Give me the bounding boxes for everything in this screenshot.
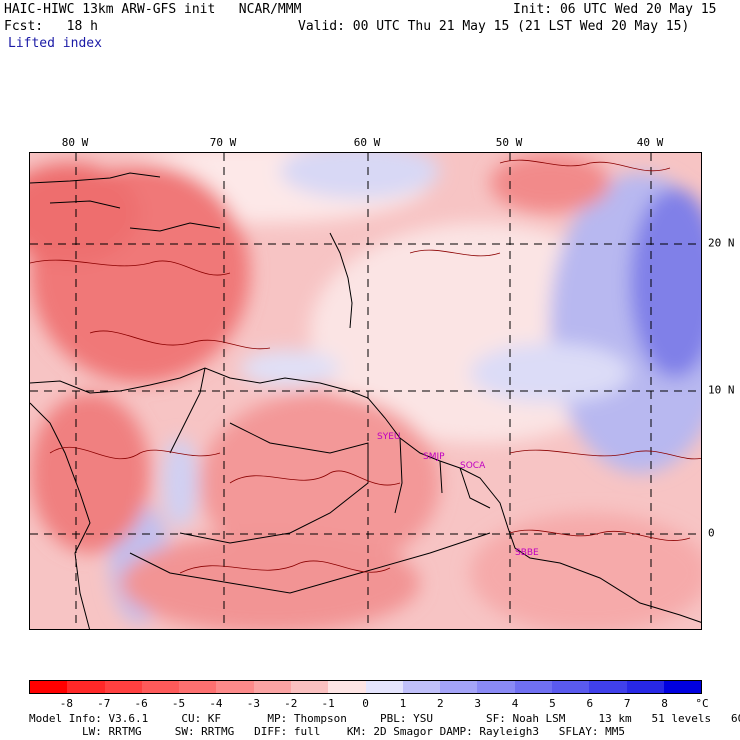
colorbar-tick-label: -4 xyxy=(209,697,223,710)
red-region-south xyxy=(120,533,420,629)
colorbar-swatch xyxy=(589,681,627,693)
red-region-northeast xyxy=(490,153,610,213)
colorbar-swatch xyxy=(551,681,590,693)
colorbar-swatch xyxy=(30,681,68,693)
blue-region-andes-north xyxy=(162,438,198,528)
colorbar-swatch xyxy=(179,681,217,693)
lon-label-60w: 60 W xyxy=(353,136,381,149)
red-region-southeast xyxy=(470,513,701,629)
model-info-line2: LW: RRTMG SW: RRTMG DIFF: full KM: 2D Sm… xyxy=(29,725,626,738)
station-label: SMJP xyxy=(423,452,445,462)
colorbar-tick-label: -6 xyxy=(134,697,148,710)
colorbar-tick-label: 3 xyxy=(474,697,481,710)
lon-label-50w: 50 W xyxy=(495,136,523,149)
contour-7 xyxy=(509,449,701,460)
coastline-south-america xyxy=(30,367,701,623)
colorbar-tick-label: -8 xyxy=(59,697,73,710)
li-contours xyxy=(30,159,701,574)
lon-label-40w: 40 W xyxy=(636,136,664,149)
colorbar-swatch xyxy=(365,681,403,693)
lon-label-70w: 70 W xyxy=(209,136,237,149)
station-label: SYEU xyxy=(377,432,401,442)
lat-label-10n: 10 N xyxy=(708,383,735,397)
colorbar-unit: °C xyxy=(695,697,709,710)
contour-3 xyxy=(49,446,221,460)
contour-9 xyxy=(509,529,691,541)
coastline-greater-antilles xyxy=(30,172,221,232)
blue-region-east-core xyxy=(630,188,701,378)
coastline-pacific xyxy=(30,402,91,629)
colorbar-swatch xyxy=(67,681,105,693)
lat-label-20n: 20 N xyxy=(708,236,735,250)
lifted-index-map xyxy=(29,152,702,630)
map-canvas xyxy=(30,153,701,629)
colorbar-swatch xyxy=(514,681,552,693)
init-time: Init: 06 UTC Wed 20 May 15 xyxy=(513,2,717,17)
border-guianas xyxy=(394,437,491,514)
colorbar-tick-label: 5 xyxy=(549,697,556,710)
border-interior-1 xyxy=(179,422,369,544)
contour-2 xyxy=(89,330,271,350)
colorbar xyxy=(29,680,702,694)
model-title: HAIC-HIWC 13km ARW-GFS init NCAR/MMM xyxy=(4,2,302,17)
blue-region-caribbean xyxy=(240,350,340,386)
border-andes xyxy=(169,367,206,454)
colorbar-tick-label: -1 xyxy=(321,697,335,710)
contour-1 xyxy=(30,259,231,276)
shading-layer xyxy=(30,153,701,629)
colorbar-tick-label: -3 xyxy=(246,697,260,710)
red-region-colombia-west xyxy=(30,393,150,553)
colorbar-swatch xyxy=(440,681,478,693)
forecast-hour: Fcst: 18 h xyxy=(4,19,98,34)
colorbar-tick-label: 4 xyxy=(511,697,519,710)
colorbar-tick-label: 1 xyxy=(399,697,407,710)
coastlines xyxy=(30,172,701,629)
lat-label-0: 0 xyxy=(708,526,715,540)
colorbar-swatch xyxy=(290,681,329,693)
station-label: SOCA xyxy=(460,461,486,471)
border-interior-2 xyxy=(129,532,491,594)
colorbar-tick-label: 0 xyxy=(362,697,369,710)
colorbar-swatch xyxy=(402,681,441,693)
colorbar-tick-label: -5 xyxy=(171,697,186,710)
contour-6 xyxy=(499,159,671,172)
colorbar-tick-label: -7 xyxy=(97,697,111,710)
lon-label-80w: 80 W xyxy=(61,136,89,149)
colorbar-swatch xyxy=(141,681,180,693)
colorbar-tick-label: 8 xyxy=(661,697,668,710)
colorbar-swatch xyxy=(253,681,291,693)
colorbar-tick-label: 6 xyxy=(586,697,594,710)
valid-time: Valid: 00 UTC Thu 21 May 15 (21 LST Wed … xyxy=(298,19,690,34)
field-name: Lifted index xyxy=(8,36,102,51)
colorbar-swatch xyxy=(328,681,366,693)
blue-region-central xyxy=(470,343,630,403)
colorbar-swatch xyxy=(663,681,702,693)
red-region-northwest xyxy=(30,163,140,263)
colorbar-tick-label: 2 xyxy=(436,697,444,710)
contour-5 xyxy=(179,560,391,574)
colorbar-swatch xyxy=(216,681,254,693)
station-label: SBBE xyxy=(515,548,539,558)
colorbar-swatch xyxy=(104,681,142,693)
colorbar-tick-label: 7 xyxy=(623,697,631,710)
blue-region-north xyxy=(280,153,440,199)
colorbar-swatch xyxy=(477,681,515,693)
contour-4 xyxy=(229,470,401,486)
coastline-lesser-antilles xyxy=(329,232,353,329)
contour-8 xyxy=(409,249,501,257)
model-info-line1: Model Info: V3.6.1 CU: KF MP: Thompson P… xyxy=(29,712,740,725)
colorbar-tick-label: -2 xyxy=(284,697,298,710)
colorbar-swatch xyxy=(626,681,664,693)
